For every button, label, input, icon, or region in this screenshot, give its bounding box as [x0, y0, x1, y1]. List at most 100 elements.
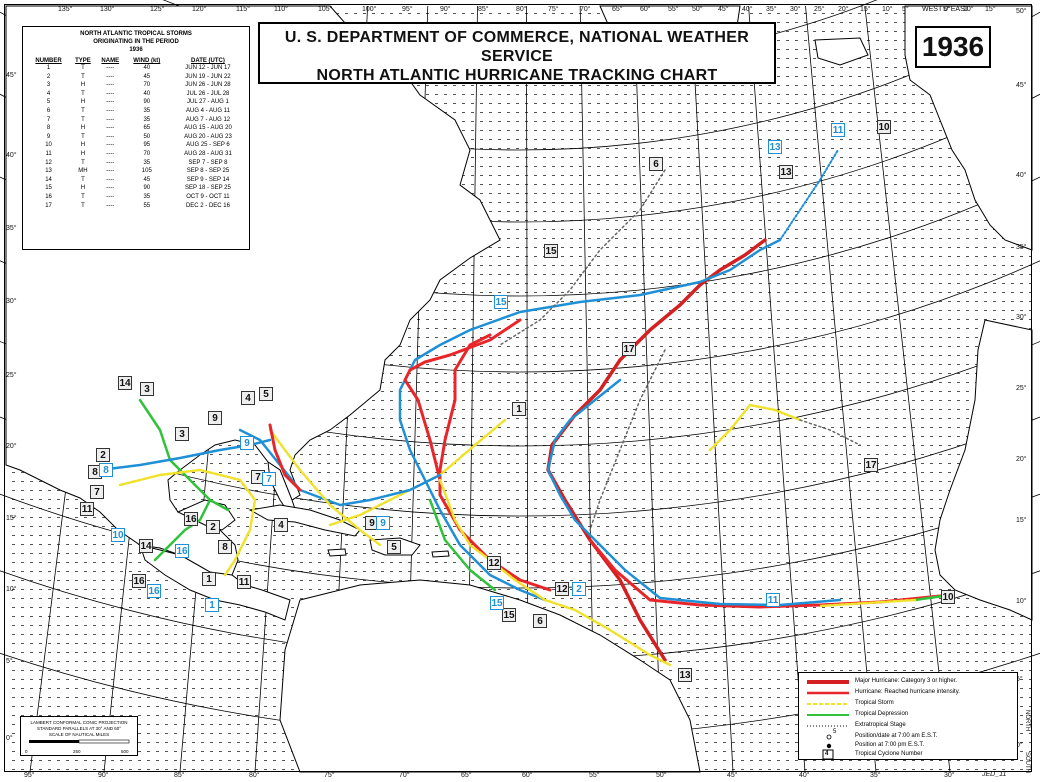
bottom-lon-label: 45° [727, 772, 738, 779]
cell-name: ---- [106, 116, 115, 123]
storm-number-label: 9 [365, 516, 379, 530]
storm-number-label: 11 [80, 502, 94, 516]
bottom-lon-label: 95° [24, 772, 35, 779]
bottom-lon-label: 50° [656, 772, 667, 779]
top-lon-label: 35° [766, 6, 777, 13]
jamaica-island [327, 548, 347, 557]
title-line-2: NORTH ATLANTIC HURRICANE TRACKING CHART [316, 67, 718, 84]
cell-number: 9 [46, 133, 51, 140]
right-lat-label: 40° [1016, 172, 1027, 179]
bottom-lon-label: 85° [174, 772, 185, 779]
cell-name: ---- [106, 159, 115, 166]
cell-type: T [81, 90, 85, 97]
cell-wind: 70 [143, 150, 151, 157]
legend-extratropical: Extratropical Stage [855, 722, 906, 728]
storm-number-label: 10 [111, 528, 125, 542]
cell-name: ---- [106, 82, 115, 89]
storm-number-label: 16 [184, 512, 198, 526]
south-label: SOUTH [1024, 752, 1030, 773]
storm-number-label: 11 [766, 593, 780, 607]
cell-name: ---- [106, 73, 115, 80]
puerto-rico-island [431, 550, 450, 558]
top-lon-label: 90° [440, 6, 451, 13]
storm-number-label: 8 [99, 463, 113, 477]
cell-date: JUN 26 - JUN 28 [185, 82, 231, 89]
scale-bar [29, 739, 130, 744]
left-lat-label: 0° [6, 735, 13, 742]
top-lon-label: 10° [882, 6, 893, 13]
legend-depression: Tropical Depression [855, 711, 909, 717]
track-storm-11-blue [546, 378, 842, 607]
legend-cyclone-number: Tropical Cyclone Number [855, 751, 923, 757]
storm-number-label: 15 [544, 244, 558, 258]
storm-number-label: 4 [274, 518, 288, 532]
table-heading-3: 1936 [129, 47, 143, 53]
cell-wind: 50 [143, 133, 151, 140]
storm-number-label: 7 [262, 472, 276, 486]
projection-box: LAMBERT CONFORMAL CONIC PROJECTION STAND… [20, 716, 138, 756]
storm-number-label: 9 [240, 436, 254, 450]
top-lon-label: 115° [236, 6, 250, 13]
table-row: 1 T ---- 40 JUN 12 - JUN 17 [27, 64, 247, 73]
cell-name: ---- [106, 150, 115, 157]
bottom-lon-label: 70° [399, 772, 410, 779]
storm-number-label: 6 [533, 614, 547, 628]
table-row: 11 H ---- 70 AUG 28 - AUG 31 [27, 150, 247, 159]
top-lon-label: 75° [548, 6, 559, 13]
cell-type: H [80, 125, 86, 132]
cell-type: T [81, 193, 85, 200]
col-date: DATE (UTC) [191, 58, 225, 64]
cell-number: 15 [45, 185, 52, 192]
north-label: NORTH [1024, 710, 1030, 732]
storm-number-label: 12 [555, 582, 569, 596]
cell-number: 3 [46, 82, 51, 89]
storm-number-label: 17 [864, 458, 878, 472]
cell-date: AUG 28 - AUG 31 [184, 150, 232, 157]
legend-position-7am: Position/date at 7:00 am E.S.T. [855, 733, 938, 739]
storm-number-label: 1 [512, 402, 526, 416]
right-lat-label: 10° [1016, 598, 1027, 605]
right-lat-label: 5° [1016, 676, 1023, 683]
left-lat-label: 30° [6, 298, 17, 305]
left-lat-label: 5° [6, 658, 13, 665]
table-row: 8 H ---- 65 AUG 15 - AUG 20 [27, 124, 247, 133]
cell-wind: 35 [143, 116, 151, 123]
cell-date: JUN 12 - JUN 17 [185, 65, 231, 71]
cell-name: ---- [106, 133, 115, 140]
cell-number: 5 [46, 99, 51, 106]
top-lon-label: 5° [943, 6, 950, 13]
top-lon-label: 30° [790, 6, 801, 13]
right-lat-label: 35° [1016, 244, 1027, 251]
track-storm-7-red [268, 423, 302, 492]
cell-date: AUG 7 - AUG 12 [185, 116, 231, 123]
cell-date: SEP 8 - SEP 25 [186, 168, 230, 175]
table-row: 10 H ---- 95 AUG 25 - SEP 6 [27, 141, 247, 150]
top-lon-label: 55° [668, 6, 679, 13]
storm-table: NUMBER TYPE NAME WIND (kt) DATE (UTC) 1 T… [27, 58, 247, 210]
left-lat-label: 45° [6, 72, 17, 79]
right-lat-label: 0° [1016, 742, 1023, 749]
cell-date: AUG 15 - AUG 20 [184, 125, 232, 132]
track-storm-17-extratropical [799, 419, 861, 446]
track-storm-16-green [153, 498, 212, 562]
table-row: 15 H ---- 90 SEP 18 - SEP 25 [27, 184, 247, 193]
cell-name: ---- [106, 90, 115, 97]
top-lon-label: 25° [814, 6, 825, 13]
cell-date: DEC 2 - DEC 16 [185, 202, 230, 209]
cell-type: T [81, 73, 85, 80]
left-lat-label: 35° [6, 225, 17, 232]
cell-type: T [81, 202, 85, 209]
storm-number-label: 11 [831, 123, 845, 137]
storm-number-label: 10 [877, 120, 891, 134]
cell-number: 10 [45, 142, 52, 149]
cell-date: JUN 19 - JUN 22 [185, 73, 231, 80]
top-lon-label: 5° [902, 6, 909, 13]
cell-date: AUG 25 - SEP 6 [186, 142, 230, 149]
title-box: U. S. DEPARTMENT OF COMMERCE, NATIONAL W… [258, 22, 776, 84]
table-row: 9 T ---- 50 AUG 20 - AUG 23 [27, 133, 247, 142]
top-lon-label: 130° [100, 6, 115, 13]
storm-list-table: NORTH ATLANTIC TROPICAL STORMS ORIGINATI… [22, 26, 250, 250]
track-storm-12-yellow [438, 478, 672, 667]
cell-name: ---- [106, 107, 115, 114]
cell-date: OCT 9 - OCT 11 [186, 193, 230, 200]
